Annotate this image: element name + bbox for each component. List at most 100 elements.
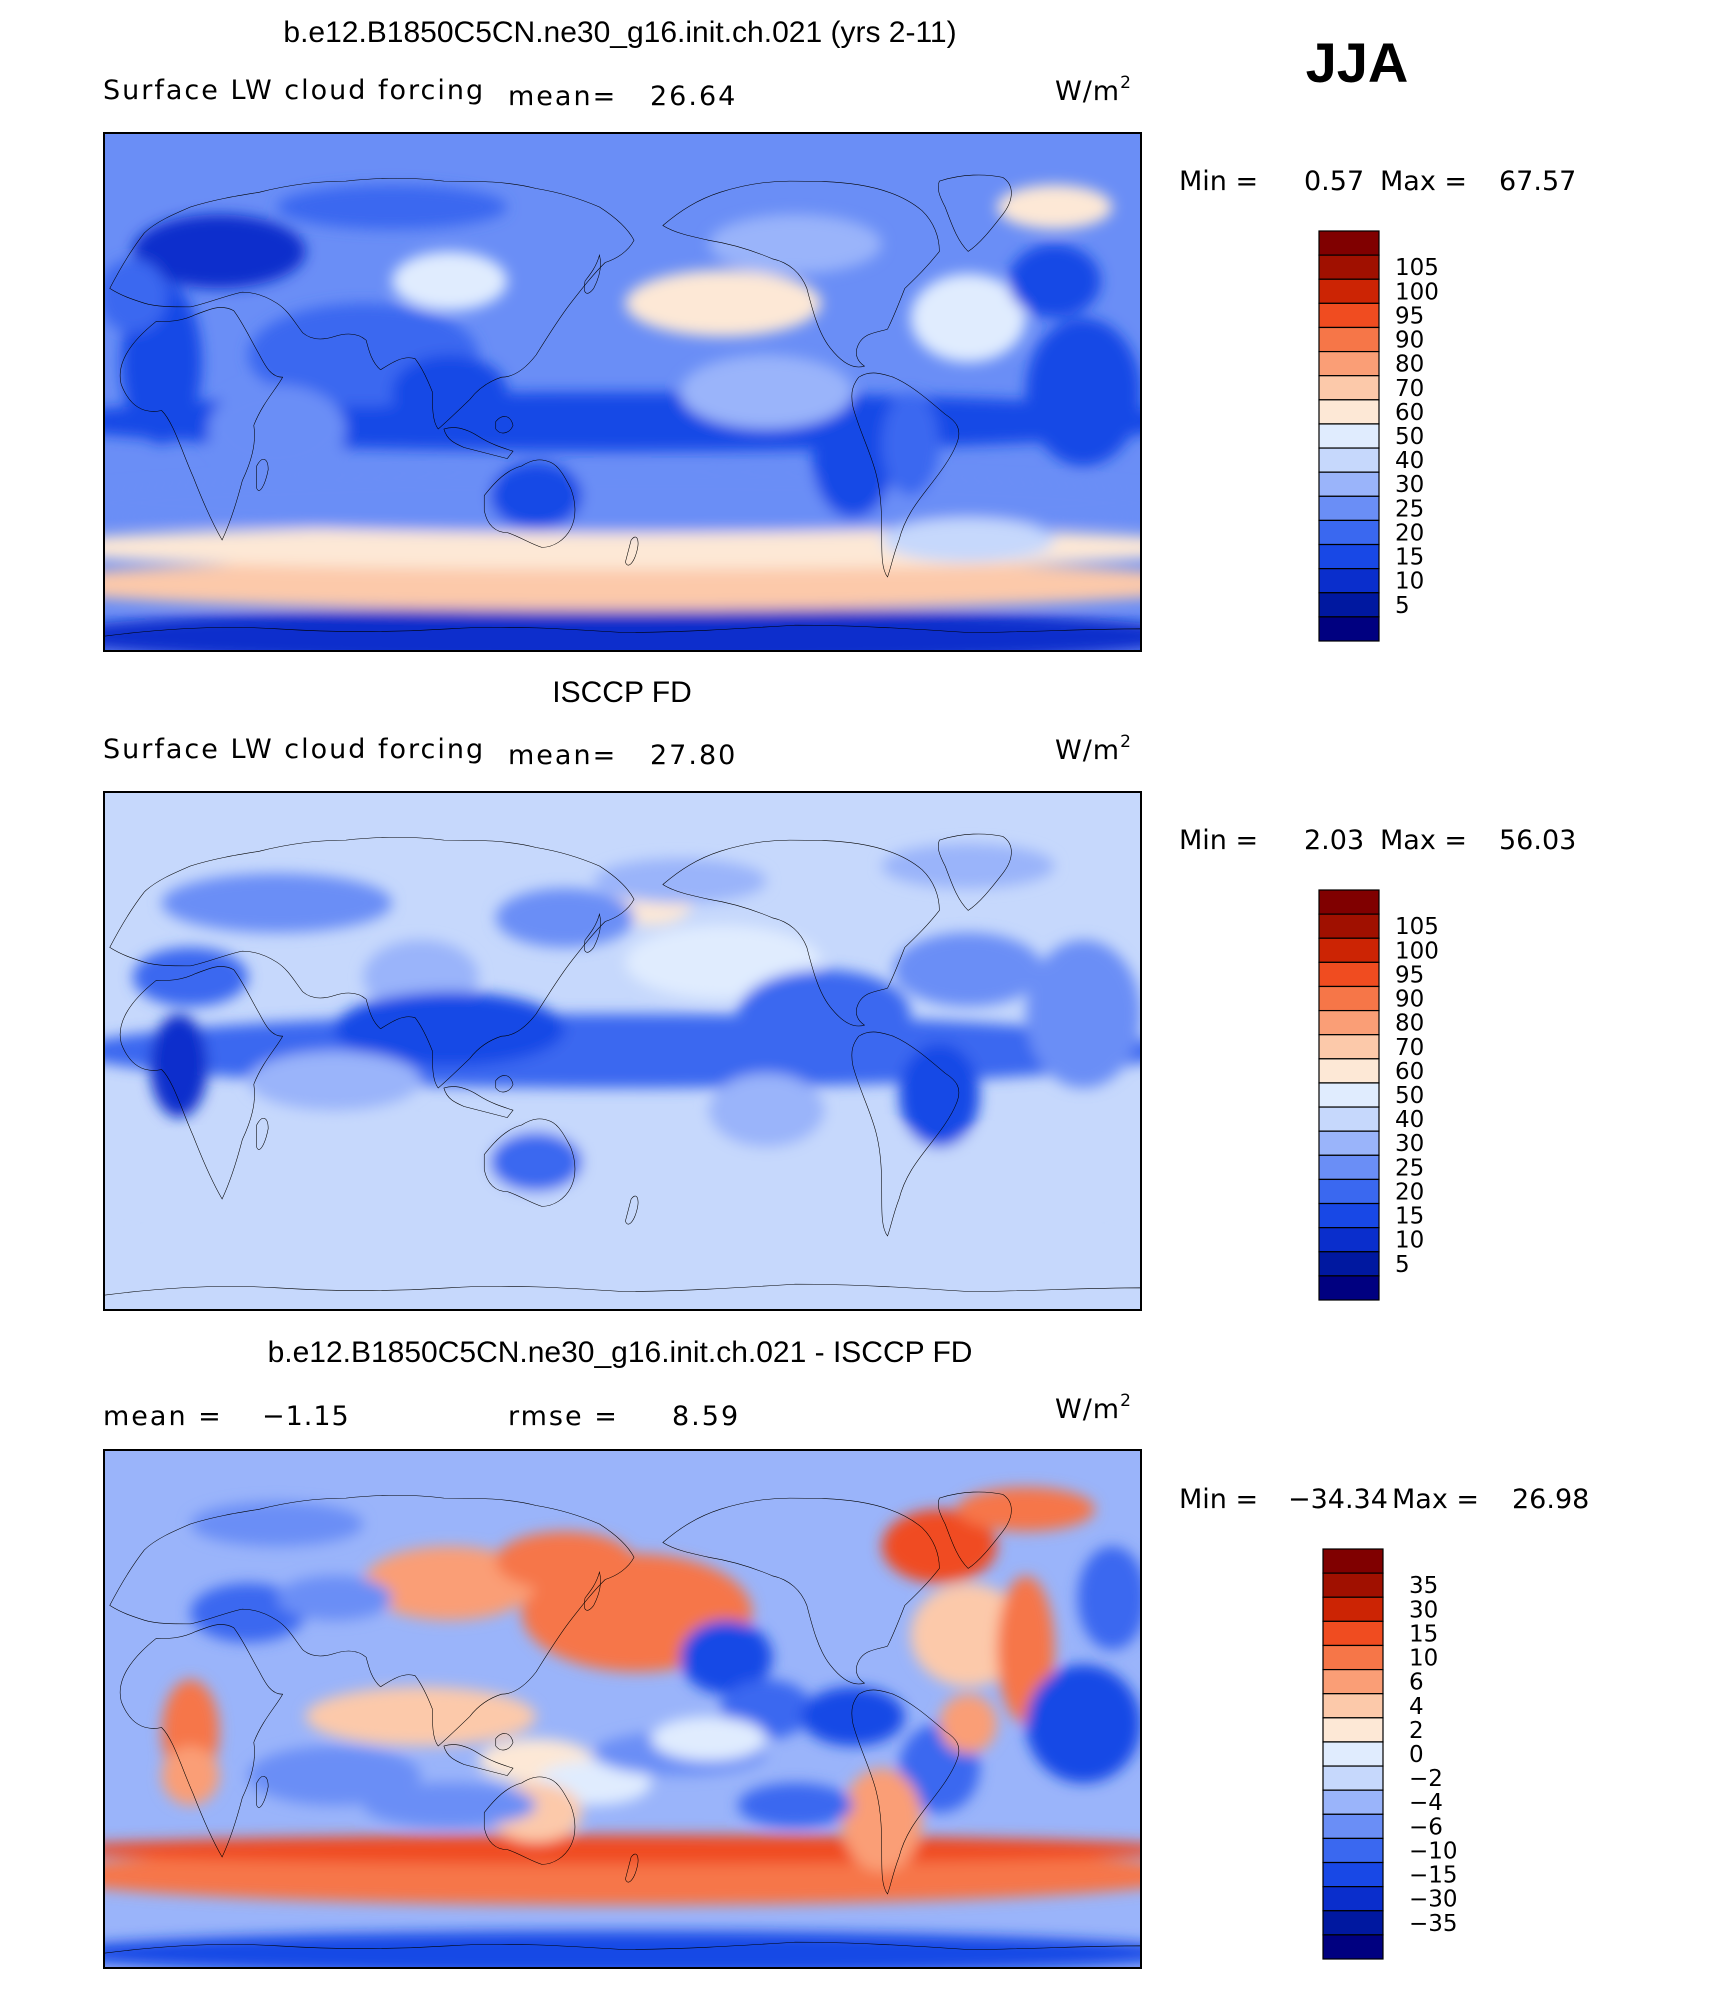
panel3-colorbar-label-10: −6 — [1409, 1814, 1443, 1840]
panel2-colorbar-label-1: 100 — [1395, 938, 1439, 964]
panel2-colorbar-label-4: 80 — [1395, 1011, 1424, 1037]
panel1-coastline-1 — [257, 459, 269, 490]
panel2-colorbar-label-9: 30 — [1395, 1131, 1424, 1157]
panel3-colorbar-box-14 — [1322, 1886, 1384, 1912]
panel3-colorbar-box-1 — [1322, 1572, 1384, 1598]
panel2-colorbar-box-5 — [1318, 1009, 1380, 1036]
panel2-coastline-7 — [625, 1196, 638, 1224]
panel2-contour-region-0 — [104, 1213, 1141, 1310]
panel1-contour-region-13 — [104, 258, 168, 333]
panel3-mean-value: −1.15 — [262, 1401, 350, 1432]
panel1-coastline-0 — [120, 307, 282, 540]
panel1-colorbar-label-5: 70 — [1395, 376, 1424, 402]
panel3-contour-region-25 — [248, 1746, 421, 1806]
panel3-colorbar-label-13: −30 — [1409, 1887, 1458, 1913]
panel1-coastline-5 — [584, 255, 600, 293]
panel2-colorbar-box-6 — [1318, 1034, 1380, 1060]
panel2-contour-region-17 — [495, 888, 635, 948]
panel3-max-value: 26.98 — [1512, 1484, 1589, 1515]
panel1-colorbar-box-4 — [1318, 326, 1380, 353]
panel2-colorbar-label-8: 40 — [1395, 1107, 1424, 1133]
panel2-colorbar-label-12: 15 — [1395, 1204, 1424, 1230]
panel1-contour-region-19 — [708, 214, 882, 274]
panel1-contour-region-11 — [881, 392, 940, 496]
panel3-map — [103, 1449, 1142, 1969]
panel2-colorbar-label-11: 20 — [1395, 1179, 1424, 1205]
panel3-colorbar-label-7: 0 — [1409, 1742, 1424, 1768]
panel1-coastline-11 — [104, 625, 1141, 651]
panel3-colorbar-box-13 — [1322, 1861, 1384, 1888]
panel2-colorbar-box-11 — [1318, 1154, 1380, 1181]
panel2-contour-region-7 — [899, 1043, 980, 1148]
panel3-coastline-9 — [938, 1492, 1011, 1568]
panel1-contour-region-21 — [1025, 318, 1141, 466]
panel3-coastline-7 — [625, 1854, 638, 1882]
panel2-colorbar-label-14: 5 — [1395, 1252, 1410, 1278]
panel1-map — [103, 132, 1142, 652]
panel3-coastline-6 — [484, 1777, 575, 1865]
panel2-min-value: 2.03 — [1304, 825, 1364, 856]
panel1-colorbar-box-12 — [1318, 519, 1380, 546]
panel3-coastline-1 — [257, 1776, 269, 1807]
panel2-colorbar-box-3 — [1318, 961, 1380, 988]
panel2-coastline-4 — [496, 1075, 513, 1092]
panel3-contour-region-5 — [495, 1531, 635, 1591]
panel1-colorbar-box-9 — [1318, 447, 1380, 473]
panel1-coastline-10 — [852, 373, 959, 577]
panel3-contour-region-30 — [1077, 1546, 1141, 1650]
panel1-contour-region-22 — [276, 184, 508, 230]
panel1-colorbar-label-8: 40 — [1395, 448, 1424, 474]
panel2-colorbar-box-13 — [1318, 1202, 1380, 1229]
panel3-colorbar-box-12 — [1322, 1837, 1384, 1864]
panel2-coastline-11 — [104, 1284, 1141, 1310]
panel3-contour-region-19 — [939, 1694, 997, 1754]
panel3-contour-region-29 — [956, 1487, 1095, 1532]
panel3-units: W/m2 — [1055, 1391, 1132, 1425]
panel2-mean-value: 27.80 — [650, 740, 737, 771]
panel1-contour-region-0 — [104, 606, 1141, 651]
panel1-contour-region-5 — [132, 214, 306, 289]
panel2-contour-region-12 — [248, 1051, 421, 1111]
panel2-colorbar-box-4 — [1318, 985, 1380, 1012]
panel3-contour-region-4 — [363, 1546, 537, 1621]
panel3-colorbar-label-6: 2 — [1409, 1718, 1424, 1744]
panel3-colorbar-box-4 — [1322, 1644, 1384, 1671]
panel1-frame — [103, 132, 1142, 652]
panel1-colorbar-box-7 — [1318, 399, 1380, 425]
panel2-colorbar-box-14 — [1318, 1227, 1380, 1253]
panel2-contour-region-10 — [489, 1132, 583, 1192]
panel3-rmse-value: 8.59 — [672, 1401, 740, 1432]
panel3-colorbar-box-3 — [1322, 1620, 1384, 1647]
panel1-colorbar-label-1: 100 — [1395, 279, 1439, 305]
panel2-max-label: Max = — [1380, 825, 1467, 856]
panel2-frame — [103, 791, 1142, 1311]
panel2-colorbar-box-2 — [1318, 937, 1380, 963]
panel3-coastline-3 — [444, 1745, 513, 1776]
panel2-coastline-8 — [663, 840, 940, 1026]
panel3-colorbar-box-6 — [1322, 1693, 1384, 1719]
panel1-coastline-3 — [444, 428, 513, 459]
panel3-colorbar-box-8 — [1322, 1741, 1384, 1767]
panel2-coastline-3 — [444, 1087, 513, 1118]
panel1-coastline-7 — [625, 537, 638, 565]
panel3-colorbar-box-9 — [1322, 1765, 1384, 1791]
panel1-contour-region-18 — [207, 384, 346, 474]
panel3-min-label: Min = — [1179, 1484, 1258, 1515]
panel1-max-label: Max = — [1380, 166, 1467, 197]
panel3-colorbar-label-5: 4 — [1409, 1694, 1424, 1720]
panel1-title: b.e12.B1850C5CN.ne30_g16.init.ch.021 (yr… — [283, 16, 956, 49]
panel1-colorbar-label-3: 90 — [1395, 328, 1424, 354]
panel1-variable: Surface LW cloud forcing — [103, 75, 485, 106]
panel3-colorbar-label-11: −10 — [1409, 1838, 1458, 1864]
panel1-colorbar-box-10 — [1318, 471, 1380, 497]
panel3-colorbar-label-14: −35 — [1409, 1911, 1458, 1937]
panel1-colorbar-label-11: 20 — [1395, 520, 1424, 546]
panel3-contour-region-2 — [104, 1834, 1141, 1865]
panel1-colorbar-box-15 — [1318, 592, 1380, 618]
panel3-contour-region-28 — [190, 1501, 364, 1547]
panel2-contour-region-8 — [150, 1014, 208, 1118]
panel2-coastline-9 — [938, 834, 1011, 910]
panel1-coastline-6 — [484, 460, 575, 548]
